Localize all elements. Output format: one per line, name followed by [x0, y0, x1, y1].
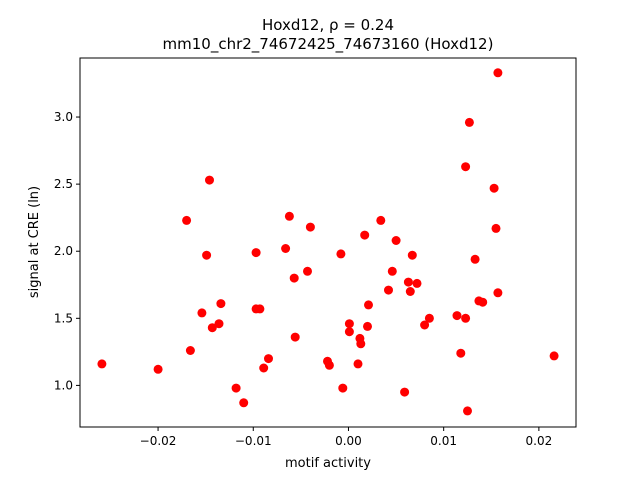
data-point	[461, 313, 471, 323]
data-point	[185, 346, 195, 355]
data-point	[376, 215, 386, 225]
data-point	[470, 254, 480, 264]
data-points	[97, 68, 559, 416]
data-point	[216, 299, 226, 309]
chart-title-line2: mm10_chr2_74672425_74673160 (Hoxd12)	[163, 35, 494, 54]
data-point	[202, 250, 212, 260]
y-tick-label: 3.0	[54, 110, 73, 124]
data-point	[251, 248, 261, 258]
data-point	[305, 222, 315, 232]
data-point	[493, 68, 503, 78]
y-axis-ticks: 1.0 1.5 2.0 2.5 3.0	[54, 110, 80, 392]
y-tick-label: 1.5	[54, 311, 73, 325]
data-point	[489, 183, 499, 193]
x-axis-label: motif activity	[285, 456, 371, 471]
data-point	[303, 266, 312, 276]
data-point	[264, 354, 273, 364]
data-point	[360, 230, 370, 240]
data-point	[231, 383, 241, 393]
data-point	[405, 287, 415, 296]
data-point	[461, 162, 471, 172]
data-point	[324, 360, 334, 370]
data-point	[97, 359, 107, 369]
y-tick-label: 1.0	[54, 378, 73, 392]
data-point	[549, 351, 559, 361]
data-point	[363, 321, 372, 331]
data-point	[387, 266, 397, 276]
data-point	[153, 364, 163, 374]
data-point	[478, 297, 488, 307]
data-point	[407, 250, 417, 260]
data-point	[207, 323, 217, 333]
data-point	[205, 175, 214, 185]
data-point	[239, 398, 249, 408]
data-point	[338, 383, 348, 393]
data-point	[281, 244, 291, 253]
data-point	[412, 278, 422, 288]
data-point	[403, 277, 413, 287]
data-point	[356, 339, 366, 349]
x-tick-label: 0.02	[526, 434, 553, 448]
y-tick-label: 2.5	[54, 177, 73, 191]
data-point	[336, 249, 346, 259]
data-point	[344, 327, 354, 337]
data-point	[400, 387, 410, 397]
data-point	[290, 332, 300, 342]
data-point	[255, 304, 265, 314]
data-point	[289, 273, 299, 283]
y-axis-label: signal at CRE (ln)	[27, 186, 42, 298]
data-point	[197, 308, 207, 318]
data-point	[259, 363, 269, 373]
data-point	[391, 236, 401, 245]
data-point	[364, 300, 373, 310]
data-point	[384, 285, 393, 295]
data-point	[456, 348, 466, 358]
x-tick-label: −0.01	[235, 434, 272, 448]
x-tick-label: 0.00	[335, 434, 362, 448]
chart-title-line1: Hoxd12, ρ = 0.24	[262, 16, 394, 34]
data-point	[284, 211, 294, 221]
data-point	[452, 311, 462, 321]
plot-frame	[79, 57, 577, 428]
data-point	[424, 313, 434, 323]
y-tick-label: 2.0	[54, 244, 73, 258]
data-point	[491, 223, 501, 233]
data-point	[344, 319, 354, 329]
data-point	[214, 319, 224, 329]
x-tick-label: −0.02	[140, 434, 177, 448]
data-point	[463, 406, 472, 416]
data-point	[464, 117, 474, 127]
x-tick-label: 0.01	[430, 434, 457, 448]
data-point	[182, 215, 192, 225]
data-point	[420, 320, 430, 330]
x-axis-ticks: −0.02 −0.01 0.00 0.01 0.02	[140, 427, 553, 448]
data-point	[493, 288, 503, 298]
data-point	[353, 359, 363, 369]
